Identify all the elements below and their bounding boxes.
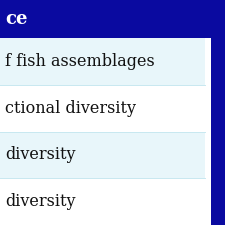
Bar [205, 38, 211, 85]
Bar [211, 131, 225, 178]
Text: ctional diversity: ctional diversity [5, 100, 136, 117]
Bar [205, 85, 211, 131]
Text: diversity: diversity [5, 146, 76, 163]
Bar [205, 178, 211, 225]
Bar [0, 85, 205, 131]
Bar [0, 131, 205, 178]
Bar [0, 0, 225, 38]
Bar [0, 178, 205, 225]
Bar [0, 38, 205, 85]
Bar [205, 131, 211, 178]
Bar [211, 38, 225, 85]
Bar [211, 85, 225, 131]
Text: diversity: diversity [5, 193, 76, 210]
Bar [211, 178, 225, 225]
Text: f fish assemblages: f fish assemblages [5, 53, 155, 70]
Text: ce: ce [5, 10, 27, 28]
